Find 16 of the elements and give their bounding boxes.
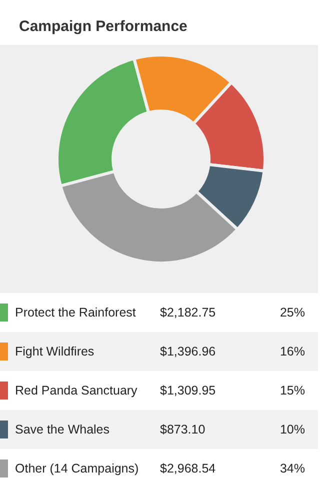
legend-label: Red Panda Sanctuary — [15, 384, 138, 398]
legend-label: Protect the Rainforest — [15, 306, 136, 320]
data-label: $873.10 — [160, 422, 206, 436]
text: 15% — [280, 384, 305, 398]
data-label: $1,396.96 — [160, 344, 216, 358]
text: 10% — [280, 422, 305, 436]
text: 25% — [280, 306, 305, 320]
legend-label: Other (14 Campaigns) — [15, 462, 139, 476]
data-label: $2,968.54 — [160, 462, 216, 476]
legend-label: Fight Wildfires — [15, 344, 94, 358]
data-label: $2,182.75 — [160, 306, 216, 320]
data-label: $1,309.95 — [160, 384, 216, 398]
text: 34% — [280, 462, 305, 476]
chart-title: Campaign Performance — [19, 18, 188, 35]
text: 16% — [280, 344, 305, 358]
legend-label: Save the Whales — [15, 422, 110, 436]
